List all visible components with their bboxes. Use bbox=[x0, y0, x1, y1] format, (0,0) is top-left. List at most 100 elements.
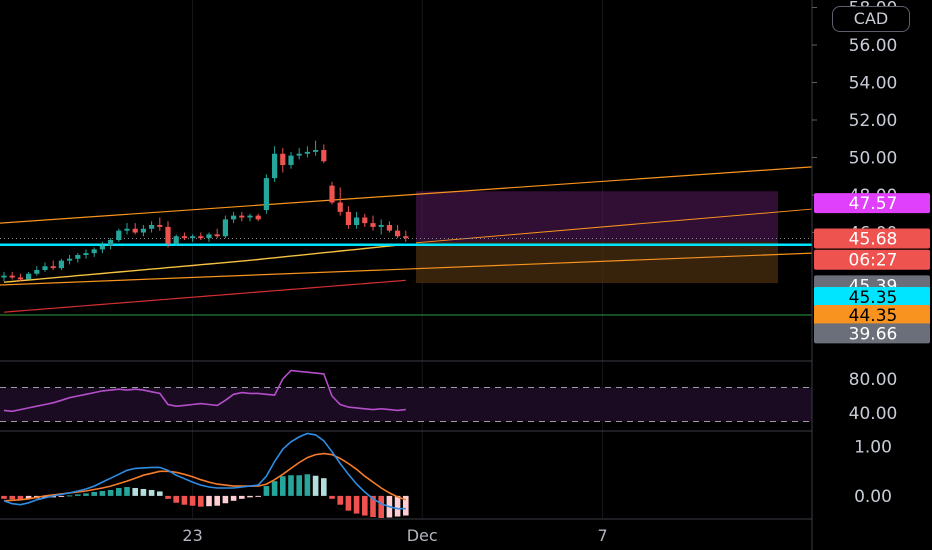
price-tag-background bbox=[814, 249, 930, 270]
candle-body bbox=[124, 228, 130, 231]
macd-histogram-bar bbox=[370, 495, 376, 518]
candle bbox=[231, 211, 237, 224]
candle bbox=[165, 221, 171, 248]
macd-histogram-bar bbox=[378, 495, 384, 518]
macd-histogram-bar bbox=[99, 490, 106, 496]
macd-histogram-bar bbox=[247, 495, 253, 498]
candle bbox=[222, 215, 228, 239]
candle bbox=[67, 255, 73, 265]
macd-histogram-bar bbox=[181, 495, 188, 505]
candle-body bbox=[247, 215, 253, 218]
candle bbox=[190, 234, 196, 242]
candle-body bbox=[75, 255, 81, 259]
projection-line bbox=[415, 208, 813, 244]
macd-histogram-bar bbox=[1, 495, 7, 499]
macd-line bbox=[3, 432, 406, 510]
candle bbox=[304, 146, 310, 158]
candle bbox=[206, 232, 212, 242]
candle-body bbox=[370, 223, 376, 227]
candle bbox=[255, 213, 261, 222]
price-tag[interactable]: 06:27 bbox=[814, 249, 930, 271]
candle-body bbox=[239, 215, 245, 218]
candle bbox=[26, 271, 32, 280]
rsi-pane[interactable] bbox=[0, 369, 812, 422]
price-tag[interactable]: 45.35 bbox=[814, 287, 930, 308]
candle bbox=[247, 213, 253, 222]
price-tag-label: 45.35 bbox=[849, 288, 898, 308]
candle-body bbox=[337, 202, 343, 212]
candle-body bbox=[34, 270, 40, 274]
candle bbox=[149, 221, 155, 233]
candle-body bbox=[378, 225, 384, 227]
price-pane[interactable] bbox=[0, 140, 813, 316]
candle-body bbox=[214, 234, 220, 237]
macd-histogram-bar bbox=[337, 495, 343, 505]
candle-body bbox=[280, 153, 286, 165]
price-tag[interactable]: 47.57 bbox=[814, 193, 930, 214]
candle bbox=[140, 225, 146, 237]
candle-body bbox=[395, 230, 401, 237]
price-tag-label: 06:27 bbox=[849, 251, 898, 271]
macd-histogram-bar bbox=[140, 489, 147, 496]
candle bbox=[173, 234, 179, 246]
macd-histogram-bar bbox=[214, 495, 220, 506]
candle bbox=[124, 223, 130, 235]
rsi-band-background bbox=[0, 387, 812, 422]
price-tag[interactable]: 44.35 bbox=[814, 305, 930, 326]
price-tick-label: 56.00 bbox=[849, 36, 898, 56]
currency-selector[interactable]: CAD bbox=[832, 6, 910, 32]
macd-histogram-bar bbox=[148, 489, 155, 496]
candle-body bbox=[108, 240, 114, 246]
candle bbox=[337, 187, 343, 216]
price-tag-background bbox=[814, 287, 930, 307]
macd-histogram-bar bbox=[345, 495, 352, 511]
macd-histogram-bar bbox=[353, 495, 360, 514]
time-tick-label: 23 bbox=[182, 526, 202, 545]
candle-body bbox=[140, 228, 146, 233]
macd-histogram-bar bbox=[296, 475, 302, 496]
price-tick-label: 52.00 bbox=[849, 111, 898, 131]
price-tag-label: 47.57 bbox=[849, 194, 898, 214]
candle-body bbox=[329, 185, 335, 203]
candle bbox=[354, 211, 360, 229]
price-tag-label: 45.68 bbox=[849, 230, 898, 250]
moving-average-red bbox=[3, 279, 406, 313]
time-tick-label: 7 bbox=[598, 526, 608, 545]
candle bbox=[288, 151, 294, 169]
candle bbox=[386, 221, 392, 233]
price-tag[interactable]: 39.66 bbox=[814, 323, 930, 344]
price-tag-label: 44.35 bbox=[849, 306, 898, 326]
candle bbox=[370, 215, 376, 231]
candle bbox=[239, 211, 245, 222]
macd-histogram-bar bbox=[107, 489, 114, 496]
macd-histogram-bar bbox=[362, 495, 368, 516]
macd-histogram-bar bbox=[58, 495, 65, 497]
candle bbox=[313, 140, 319, 156]
macd-pane[interactable] bbox=[1, 432, 409, 519]
candle-body bbox=[313, 150, 319, 152]
macd-histogram-bar bbox=[25, 495, 32, 499]
candle-body bbox=[17, 277, 23, 280]
macd-histogram-bar bbox=[173, 495, 179, 503]
candle bbox=[157, 217, 163, 231]
candle-body bbox=[91, 249, 97, 254]
price-tick-label: 50.00 bbox=[849, 149, 898, 169]
candle-body bbox=[231, 215, 237, 220]
candle bbox=[403, 230, 409, 242]
candle-body bbox=[173, 236, 179, 244]
candle-body bbox=[9, 275, 15, 278]
price-tag[interactable]: 45.68 bbox=[814, 228, 930, 250]
candle-body bbox=[1, 275, 7, 278]
macd-histogram-bar bbox=[280, 476, 286, 496]
macd-histogram-bar bbox=[271, 481, 278, 496]
candle-body bbox=[26, 273, 32, 280]
channel-lower-line bbox=[0, 252, 813, 286]
macd-histogram-bar bbox=[75, 494, 81, 496]
macd-histogram-bar bbox=[230, 495, 237, 501]
macd-histogram-bar bbox=[116, 488, 122, 496]
macd-histogram-bar bbox=[312, 475, 319, 496]
candle bbox=[263, 174, 269, 214]
currency-label: CAD bbox=[853, 9, 889, 28]
candle bbox=[17, 273, 23, 282]
